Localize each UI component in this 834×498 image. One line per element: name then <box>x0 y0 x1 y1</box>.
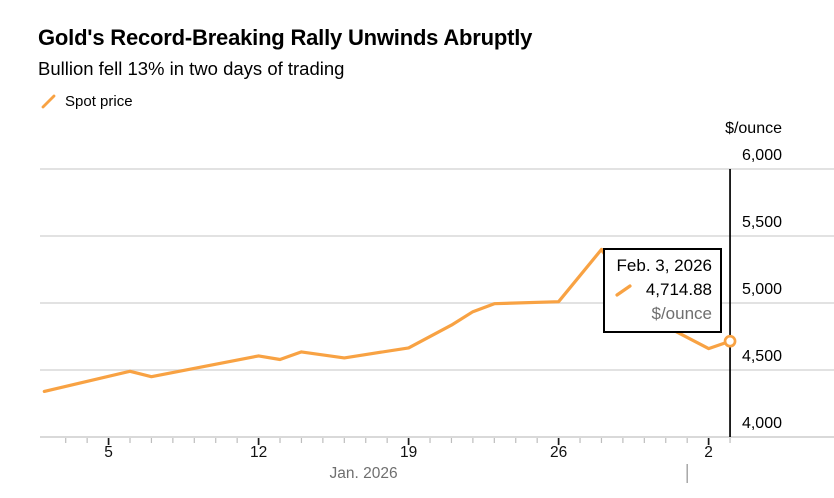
legend: Spot price <box>40 93 133 110</box>
x-tick-label: 2 <box>704 444 713 461</box>
chart-title: Gold's Record-Breaking Rally Unwinds Abr… <box>38 25 533 50</box>
tooltip-unit: $/ounce <box>651 304 713 323</box>
x-axis-month-label: Jan. 2026 <box>329 465 398 482</box>
x-tick-label: 26 <box>549 444 568 461</box>
chart-subtitle: Bullion fell 13% in two days of trading <box>38 58 345 79</box>
spot-price-line-icon <box>615 283 632 297</box>
legend-label: Spot price <box>65 93 133 110</box>
tooltip-date: Feb. 3, 2026 <box>616 256 712 275</box>
x-tick-label: 19 <box>399 444 418 461</box>
spot-price-line-icon <box>41 94 56 109</box>
y-tick-label: 4,000 <box>741 415 782 432</box>
y-tick-label: 6,000 <box>741 147 782 164</box>
y-tick-label: 5,500 <box>741 214 782 231</box>
tooltip-value-row: 4,714.88 <box>613 278 712 302</box>
x-tick-label: 12 <box>249 444 268 461</box>
price-tooltip: Feb. 3, 2026 4,714.88 $/ounce <box>603 248 722 333</box>
y-tick-label: 4,500 <box>741 348 782 365</box>
tooltip-value: 4,714.88 <box>645 280 712 299</box>
y-axis-unit-label: $/ounce <box>725 120 782 137</box>
x-tick-label: 5 <box>104 444 113 461</box>
y-tick-label: 5,000 <box>741 281 782 298</box>
